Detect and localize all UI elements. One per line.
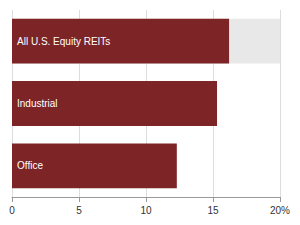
svg-text:All U.S. Equity REITs: All U.S. Equity REITs [17, 36, 110, 47]
svg-text:0: 0 [9, 205, 15, 216]
svg-text:5: 5 [76, 205, 82, 216]
svg-text:Office: Office [17, 160, 43, 171]
svg-text:20%: 20% [270, 205, 290, 216]
svg-text:Industrial: Industrial [17, 98, 58, 109]
svg-text:15: 15 [207, 205, 219, 216]
svg-text:10: 10 [140, 205, 152, 216]
